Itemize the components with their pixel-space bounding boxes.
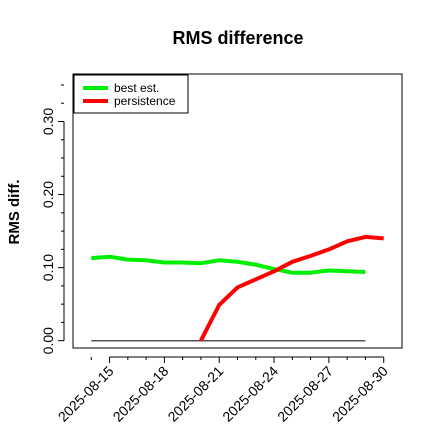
plot-frame — [72, 73, 403, 349]
legend-box — [73, 74, 189, 114]
y-axis-label: RMS diff. — [6, 180, 23, 245]
legend: best est. persistence — [73, 74, 189, 114]
legend-label-persistence: persistence — [114, 94, 176, 108]
x-tick-label: 2025-08-27 — [274, 363, 336, 425]
x-axis: 2025-08-152025-08-182025-08-212025-08-24… — [55, 356, 391, 425]
y-tick-label: 0.30 — [40, 108, 56, 135]
y-tick-label: 0.00 — [40, 327, 56, 354]
legend-label-best-est: best est. — [114, 81, 159, 95]
series-line-persistence — [199, 234, 384, 342]
y-tick-label: 0.20 — [40, 181, 56, 208]
chart-title: RMS difference — [172, 28, 303, 48]
y-axis: 0.00 0.10 0.20 0.30 — [40, 84, 65, 354]
series-line-best-est — [91, 254, 366, 275]
x-tick-label: 2025-08-18 — [110, 363, 172, 425]
x-tick-label: 2025-08-15 — [55, 363, 117, 425]
x-tick-label: 2025-08-24 — [219, 363, 281, 425]
series-layer — [91, 234, 384, 342]
y-tick-label: 0.10 — [40, 254, 56, 281]
x-tick-label: 2025-08-30 — [329, 363, 391, 425]
x-tick-label: 2025-08-21 — [164, 363, 226, 425]
